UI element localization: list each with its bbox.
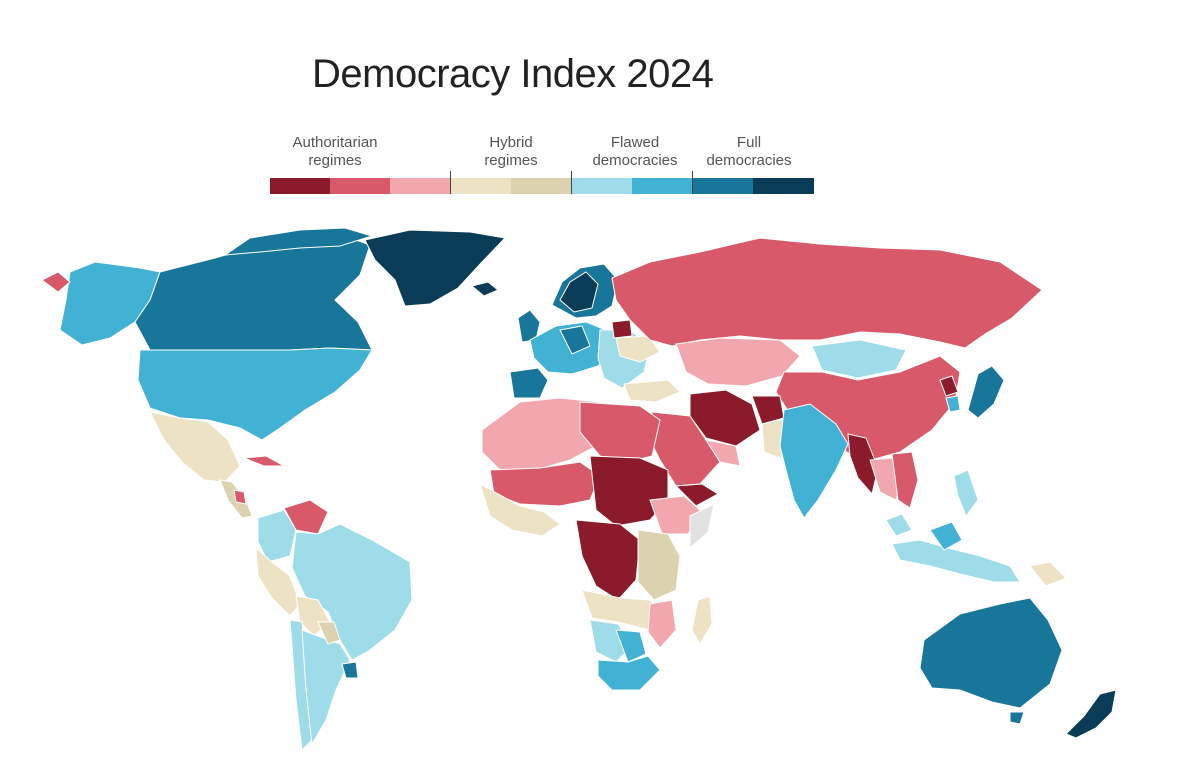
region-myanmar <box>847 433 879 496</box>
region-new-zealand <box>1065 689 1117 739</box>
swatch-9 <box>753 178 814 194</box>
legend: Authoritarian regimes Hybrid regimes Fla… <box>270 134 814 196</box>
legend-separator-1 <box>450 171 451 194</box>
legend-label-flawed: Flawed democracies <box>570 134 700 170</box>
legend-label-authoritarian-line1: Authoritarian <box>292 134 378 151</box>
region-tasmania <box>1009 711 1025 725</box>
region-norway-sweden <box>559 271 599 313</box>
region-north-korea <box>939 375 959 397</box>
region-uruguay <box>341 661 359 679</box>
region-peru <box>255 546 301 617</box>
region-uk <box>517 309 541 343</box>
swatch-8 <box>693 178 753 194</box>
legend-label-full-line2: democracies <box>706 152 792 169</box>
region-gulf <box>704 439 741 467</box>
legend-label-hybrid: Hybrid regimes <box>446 134 576 170</box>
region-belarus <box>611 319 633 339</box>
region-germany <box>559 325 591 355</box>
region-nicaragua <box>233 489 247 505</box>
legend-label-full-line1: Full <box>736 134 762 151</box>
region-egypt-libya <box>579 401 661 463</box>
region-ukraine <box>615 335 661 363</box>
region-east-africa <box>637 529 681 601</box>
region-mozambique <box>647 599 677 649</box>
region-vietnam-cambodia <box>891 451 919 509</box>
page-title: Democracy Index 2024 <box>312 52 714 96</box>
region-philippines <box>953 469 979 518</box>
region-iceland <box>470 281 499 297</box>
legend-separator-2 <box>571 171 572 194</box>
region-malaysia <box>885 513 913 537</box>
swatch-6 <box>572 178 632 194</box>
swatch-7 <box>632 178 692 194</box>
swatch-3 <box>390 178 450 194</box>
region-central-africa <box>575 519 641 601</box>
legend-label-flawed-line1: Flawed <box>610 134 660 151</box>
swatch-4 <box>451 178 511 194</box>
region-indonesia <box>891 539 1021 583</box>
region-south-africa <box>597 655 661 691</box>
region-cuba <box>243 455 286 467</box>
legend-label-full: Full democracies <box>684 134 814 170</box>
region-somalia <box>689 503 715 550</box>
legend-swatches <box>270 178 814 194</box>
region-greenland <box>364 229 507 307</box>
legend-label-hybrid-line2: regimes <box>484 152 538 169</box>
region-mongolia <box>811 339 907 379</box>
region-yemen <box>674 483 719 507</box>
region-chukotka-west <box>41 271 71 293</box>
region-west-africa <box>479 482 561 537</box>
region-australia <box>919 597 1063 709</box>
region-madagascar <box>691 595 713 645</box>
swatch-5 <box>511 178 571 194</box>
legend-label-authoritarian-line2: regimes <box>308 152 362 169</box>
legend-separator-3 <box>692 171 693 194</box>
region-mexico <box>149 411 241 483</box>
region-colombia <box>257 509 297 563</box>
legend-label-authoritarian: Authoritarian regimes <box>270 134 400 170</box>
region-turkey <box>623 379 681 403</box>
region-usa <box>137 347 373 441</box>
swatch-2 <box>330 178 390 194</box>
region-paraguay <box>317 621 341 645</box>
region-russia <box>611 237 1043 349</box>
region-south-korea <box>945 395 961 413</box>
legend-label-flawed-line2: democracies <box>592 152 678 169</box>
legend-label-hybrid-line1: Hybrid <box>489 134 533 151</box>
region-india <box>779 403 849 519</box>
swatch-1 <box>270 178 330 194</box>
region-iberia <box>509 367 549 399</box>
world-map <box>41 227 1117 752</box>
region-botswana <box>615 629 647 663</box>
region-borneo <box>929 521 963 551</box>
region-canada <box>134 235 373 351</box>
region-japan <box>967 365 1005 419</box>
region-canada-arctic <box>223 227 374 256</box>
region-png <box>1029 561 1067 587</box>
